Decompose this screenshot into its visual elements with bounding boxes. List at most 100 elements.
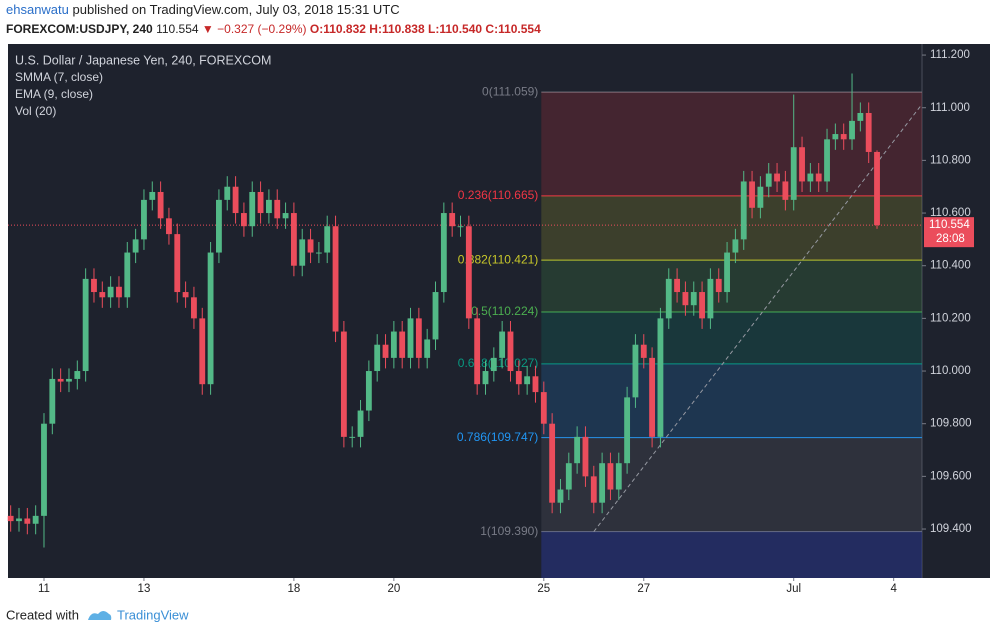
trend-line bbox=[593, 103, 923, 532]
candle-body bbox=[765, 173, 772, 187]
price-tag-label: 110.554 bbox=[929, 219, 970, 231]
candle-body bbox=[390, 331, 397, 358]
candle-body bbox=[757, 186, 764, 208]
fib-label: 0.786(109.747) bbox=[457, 430, 538, 444]
candle-body bbox=[515, 371, 522, 385]
created-with: Created with bbox=[6, 607, 79, 622]
candle-body bbox=[865, 112, 872, 152]
y-tick-label: 111.000 bbox=[930, 102, 970, 114]
y-tick-label: 109.400 bbox=[930, 523, 972, 535]
x-tick-label: 11 bbox=[38, 583, 50, 595]
candle-body bbox=[774, 173, 780, 182]
fib-zone bbox=[541, 92, 922, 196]
candle-body bbox=[674, 278, 681, 293]
candle-body bbox=[107, 286, 114, 298]
candle-body bbox=[432, 292, 439, 340]
candle-body bbox=[299, 239, 306, 266]
candle-body bbox=[532, 376, 539, 393]
candle-body bbox=[699, 292, 705, 319]
candle-body bbox=[424, 339, 431, 358]
candle-body bbox=[141, 199, 147, 240]
candle-body bbox=[16, 518, 22, 522]
x-tick-label: 20 bbox=[387, 583, 400, 595]
candle-body bbox=[824, 139, 830, 182]
candle-body bbox=[807, 173, 814, 182]
candle-body bbox=[24, 518, 31, 524]
footer: Created with TradingView bbox=[6, 607, 189, 622]
candle-body bbox=[265, 199, 272, 214]
candle-body bbox=[91, 278, 97, 293]
down-arrow: ▼ bbox=[202, 22, 214, 36]
x-tick-label: 13 bbox=[138, 583, 151, 595]
y-tick-label: 110.000 bbox=[930, 365, 971, 377]
fib-zone bbox=[541, 363, 922, 438]
candle-body bbox=[590, 476, 597, 503]
candle-body bbox=[257, 191, 264, 214]
candle-body bbox=[740, 181, 747, 240]
candle-body bbox=[607, 463, 614, 490]
candle-body bbox=[682, 292, 689, 306]
candle-body bbox=[182, 292, 189, 298]
candle-body bbox=[474, 318, 481, 385]
fib-label: 0(111.059) bbox=[482, 84, 538, 98]
logo bbox=[88, 611, 112, 620]
price-tag bbox=[924, 217, 974, 248]
brand[interactable]: TradingView bbox=[117, 607, 189, 622]
low: L:110.540 bbox=[428, 22, 482, 36]
candle-body bbox=[216, 199, 222, 253]
candle-body bbox=[249, 191, 256, 227]
x-tick-label: 25 bbox=[537, 583, 550, 595]
candle-body bbox=[199, 318, 206, 385]
fib-label: 0.382(110.421) bbox=[458, 252, 539, 266]
indicator: Vol (20) bbox=[15, 104, 56, 118]
candle-body bbox=[382, 344, 389, 358]
candle-body bbox=[615, 463, 622, 490]
candle-body bbox=[82, 278, 89, 372]
candle-body bbox=[191, 297, 197, 319]
candle-body bbox=[790, 147, 797, 200]
indicator: EMA (9, close) bbox=[15, 87, 93, 101]
fib-zone bbox=[541, 437, 922, 532]
candle-body bbox=[32, 515, 39, 524]
candle-body bbox=[465, 226, 472, 319]
chart-title: U.S. Dollar / Japanese Yen, 240, FOREXCO… bbox=[15, 53, 271, 67]
y-tick-label: 109.600 bbox=[930, 470, 972, 482]
candle-body bbox=[240, 213, 247, 227]
candle-body bbox=[274, 199, 281, 219]
candle-body bbox=[207, 252, 214, 385]
plot: 0(111.059) 0.236(110.665) 0.382(110.421) 0.… bbox=[7, 49, 974, 578]
countdown: 28:08 bbox=[936, 233, 965, 245]
candle-body bbox=[632, 344, 639, 398]
y-tick-label: 111.200 bbox=[930, 49, 970, 61]
candle-body bbox=[715, 278, 722, 293]
candle-body bbox=[365, 371, 372, 411]
fib-label: 0.236(110.665) bbox=[458, 188, 539, 202]
candle-body bbox=[799, 147, 805, 182]
candle-body bbox=[282, 213, 289, 219]
symbol: FOREXCOM:USDJPY, 240 bbox=[6, 22, 153, 36]
candle-body bbox=[124, 252, 131, 298]
last: 110.554 bbox=[156, 22, 199, 36]
candle-body bbox=[349, 436, 356, 438]
fib-zone bbox=[541, 260, 922, 313]
candle-body bbox=[99, 292, 106, 298]
candle-body bbox=[157, 191, 164, 219]
y-tick-label: 110.200 bbox=[930, 312, 971, 324]
x-tick-label: 18 bbox=[287, 583, 300, 595]
fib-label: 0.5(110.224) bbox=[471, 304, 538, 318]
author: ehsanwatu bbox=[6, 2, 69, 17]
open: O:110.832 bbox=[310, 22, 366, 36]
fib-label: 1(109.390) bbox=[480, 524, 538, 538]
candle-body bbox=[732, 239, 739, 253]
candle-body bbox=[849, 120, 855, 140]
candle-body bbox=[490, 357, 497, 372]
candle-body bbox=[232, 186, 239, 214]
fib-zone bbox=[541, 531, 922, 578]
candle-body bbox=[482, 371, 489, 385]
fib-zone bbox=[541, 195, 922, 261]
x-tick-label: 4 bbox=[890, 583, 897, 595]
candle-body bbox=[66, 378, 72, 382]
candle-body bbox=[74, 371, 81, 379]
candle-body bbox=[116, 286, 122, 298]
candle-body bbox=[324, 226, 331, 253]
